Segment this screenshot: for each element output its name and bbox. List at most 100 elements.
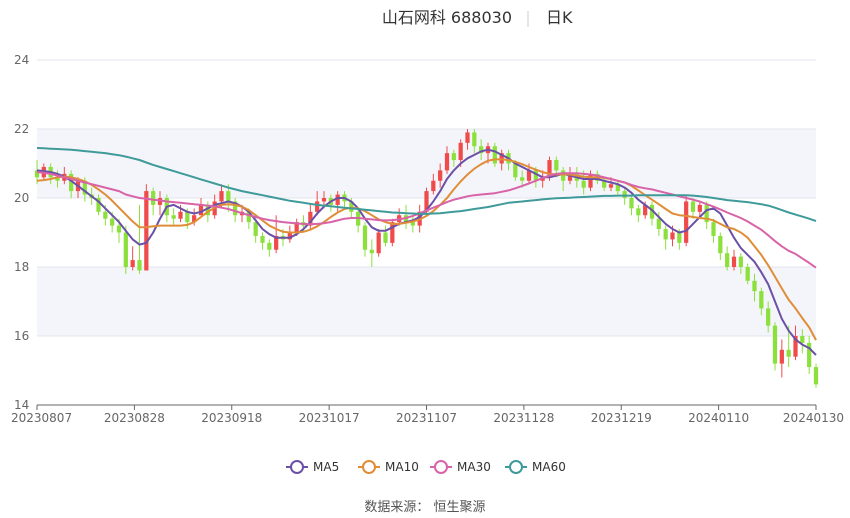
candle-body [444,153,450,171]
line-ma10 [36,158,817,341]
candle-body [349,201,354,212]
candle-body [492,146,497,164]
candle-body [233,201,238,216]
candle [444,146,450,174]
y-tick-label: 18 [14,260,29,274]
x-tick-label: 20230918 [201,411,262,425]
candle [786,325,791,368]
candle-body [308,211,313,226]
candle-body [526,170,532,181]
candle [602,177,607,192]
candle-body [629,198,634,209]
candle-body [533,170,538,181]
candle [520,170,525,188]
candle-body [246,211,251,223]
y-axis: 24 22 20 18 16 14 [14,53,29,412]
candle-body [704,204,709,223]
candle-body [157,198,163,205]
candle-body [34,170,40,178]
candle [369,239,374,267]
candle [745,263,750,285]
candle [410,215,415,233]
legend-marker [290,460,304,474]
candle [157,191,163,216]
candle-body [185,211,190,223]
candle [629,194,634,216]
candle-body [226,191,231,202]
x-tick-label: 20231219 [591,411,652,425]
candle-body [690,201,696,212]
candle-body [192,215,197,223]
candle-body [725,253,730,267]
candle-body [123,232,128,267]
x-tick-label: 20240110 [688,411,749,425]
candle [171,208,176,226]
candle [151,187,156,216]
legend[interactable]: MA5 MA10 MA30 MA60 [286,460,566,474]
candle-body [335,194,340,205]
candle [731,249,737,271]
candle [813,363,819,388]
candle-body [96,198,101,212]
plot-band [37,267,816,336]
candle-body [752,280,757,292]
legend-marker [362,460,376,474]
x-tick-label: 20231128 [493,411,554,425]
candle-body [267,242,272,250]
candle-body [151,191,156,205]
legend-item-ma60[interactable]: MA60 [505,460,566,474]
candle-body [287,232,292,240]
candle [684,194,689,247]
candle-body [786,349,791,357]
candle [704,201,709,230]
candle-body [205,204,210,216]
candle-body [656,218,661,230]
candle-body [315,201,320,212]
candle-body [198,204,204,216]
candle-body [561,170,566,181]
candle [492,142,497,167]
candle-body [410,222,415,226]
candle-body [472,132,477,147]
candle [451,149,456,167]
candle-body [178,211,183,219]
legend-item-ma30[interactable]: MA30 [430,460,491,474]
candle-body [711,222,716,236]
candle-body [731,256,737,267]
candle [308,204,313,230]
candle-body [383,232,388,243]
candle-body [670,232,675,240]
candle [69,170,74,198]
candle-body [376,232,381,254]
candle-body [458,142,463,161]
candle-body [219,191,224,202]
candle [137,204,142,274]
candle-body [479,146,484,154]
data-source: 数据来源： 恒生聚源 [364,500,485,515]
chart-title: 山石网科 688030 [382,8,512,27]
legend-item-ma10[interactable]: MA10 [358,460,419,474]
legend-marker [509,460,523,474]
candle-body [588,173,593,188]
candle [772,322,778,371]
candle-body [636,208,641,216]
y-tick-label: 20 [14,191,29,205]
y-tick-label: 16 [14,329,29,343]
y-tick-label: 14 [14,398,29,412]
candle [649,201,655,226]
candle [636,204,641,223]
candle-body [103,211,108,219]
legend-item-ma5[interactable]: MA5 [286,460,339,474]
candle [123,225,128,274]
candle-body [110,218,115,226]
legend-label: MA10 [385,460,419,474]
candle [561,166,566,192]
candle [376,229,381,257]
candle [335,191,340,212]
candle [267,239,272,257]
candle-body [615,184,620,192]
candle-body [294,222,299,233]
candle-body [554,160,559,171]
plot-bands [37,129,816,336]
